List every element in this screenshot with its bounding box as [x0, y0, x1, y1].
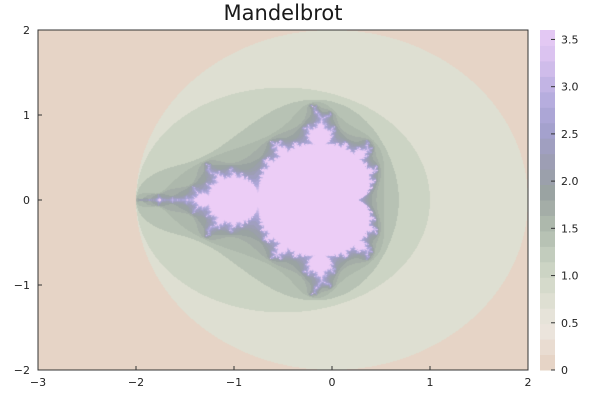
- colorbar-band: [540, 91, 555, 108]
- y-tick-label: 0: [23, 194, 30, 207]
- colorbar-band: [540, 153, 555, 170]
- colorbar-band: [540, 292, 555, 309]
- colorbar-band: [540, 45, 555, 62]
- heatmap-image: [38, 30, 528, 370]
- colorbar-tick-label: 2.0: [561, 175, 579, 188]
- y-tick-label: −1: [14, 279, 30, 292]
- colorbar-band: [540, 215, 555, 232]
- colorbar-tick-label: 1.0: [561, 270, 579, 283]
- colorbar-band: [540, 323, 555, 340]
- colorbar-band: [540, 277, 555, 294]
- colorbar-band: [540, 308, 555, 325]
- colorbar-band: [540, 76, 555, 93]
- colorbar-band: [540, 169, 555, 186]
- colorbar-band: [540, 138, 555, 155]
- x-tick-label: −2: [128, 376, 144, 389]
- x-tick-label: 2: [525, 376, 532, 389]
- x-tick-label: −3: [30, 376, 46, 389]
- colorbar-band: [540, 60, 555, 77]
- x-tick-label: 0: [329, 376, 336, 389]
- colorbar-tick-label: 3.5: [561, 33, 579, 46]
- colorbar-tick-label: 0.5: [561, 317, 579, 330]
- colorbar-band: [540, 230, 555, 247]
- colorbar-band: [540, 107, 555, 124]
- colorbar-band: [540, 354, 555, 371]
- colorbar-band: [540, 122, 555, 139]
- colorbar-band: [540, 246, 555, 263]
- x-tick-label: −1: [226, 376, 242, 389]
- colorbar-tick-label: 2.5: [561, 128, 579, 141]
- colorbar-band: [540, 184, 555, 201]
- chart-title: Mandelbrot: [223, 1, 343, 25]
- y-tick-label: −2: [14, 364, 30, 377]
- colorbar-tick-label: 0: [561, 364, 568, 377]
- colorbar-tick-label: 1.5: [561, 222, 579, 235]
- colorbar-band: [540, 339, 555, 356]
- x-tick-label: 1: [427, 376, 434, 389]
- colorbar-tick-label: 3.0: [561, 81, 579, 94]
- colorbar-band: [540, 200, 555, 216]
- colorbar-band: [540, 30, 555, 46]
- y-tick-label: 1: [23, 109, 30, 122]
- y-tick-label: 2: [23, 24, 30, 37]
- colorbar-band: [540, 261, 555, 278]
